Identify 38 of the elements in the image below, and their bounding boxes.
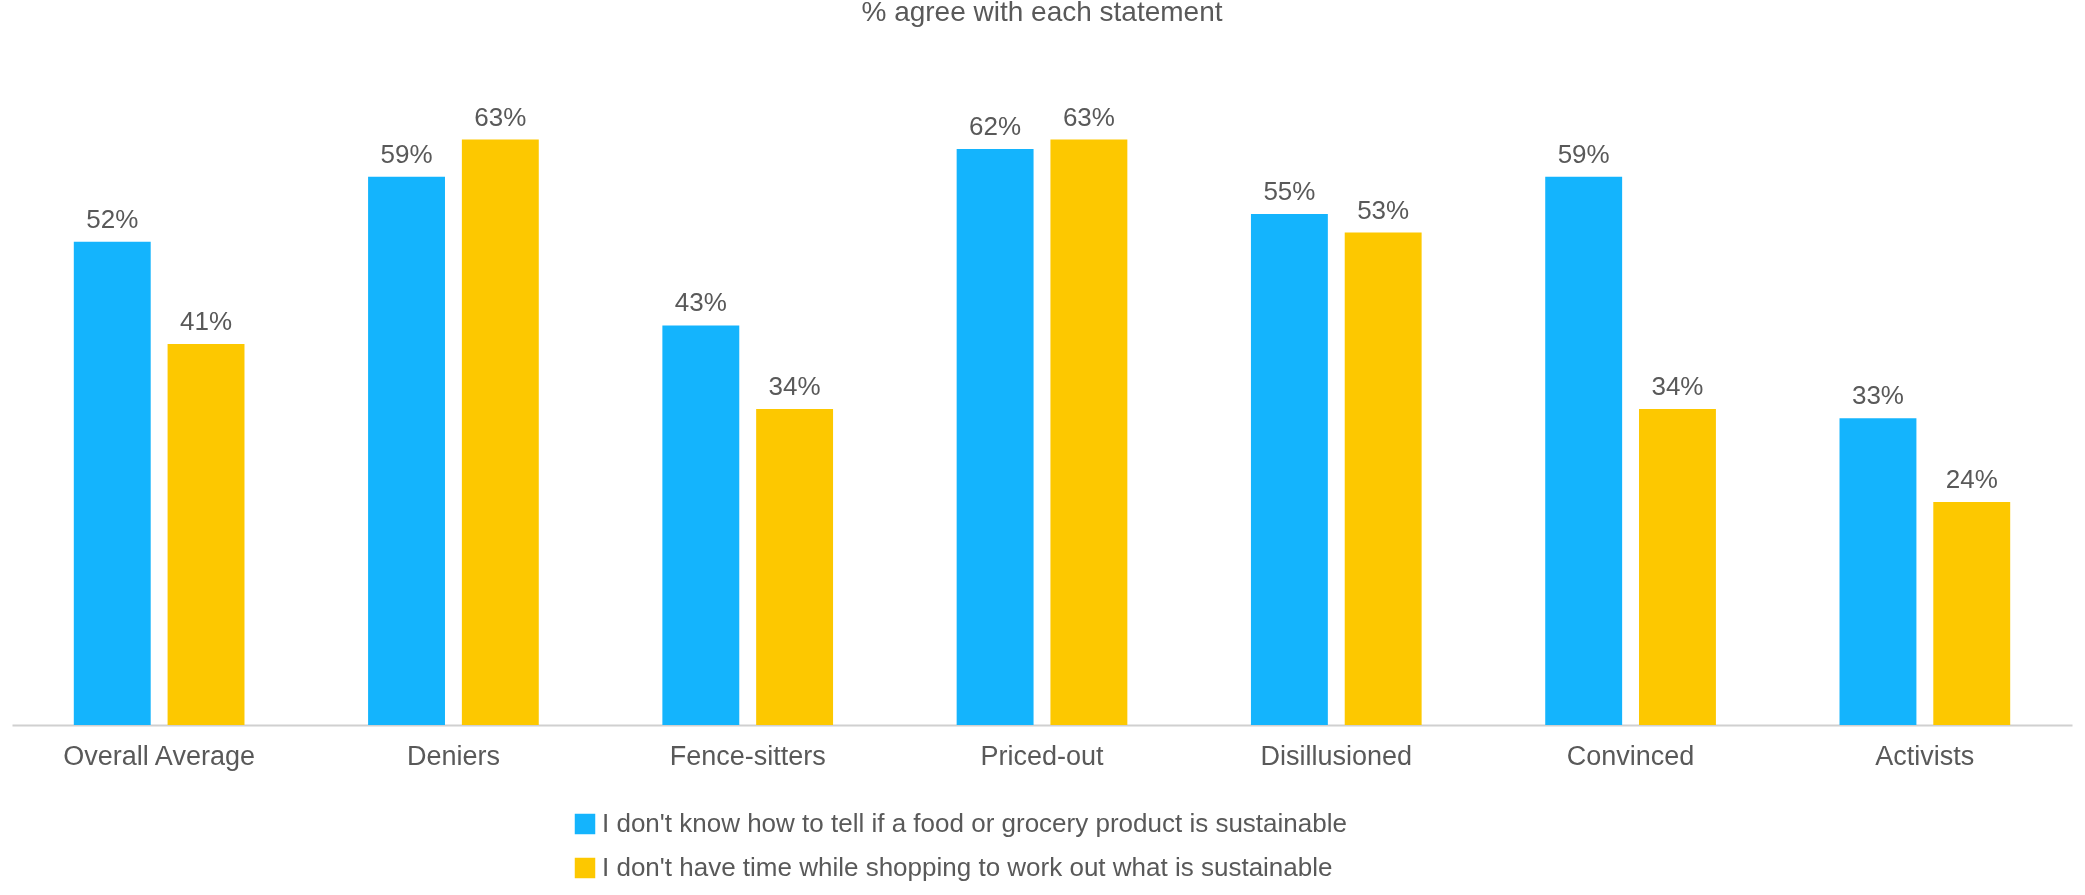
bar <box>662 325 740 725</box>
x-tick-label: Fence-sitters <box>669 740 826 771</box>
bar <box>73 241 151 725</box>
data-label: 59% <box>1557 138 1610 169</box>
data-label: 55% <box>1263 175 1316 206</box>
bar <box>1050 139 1128 725</box>
bar <box>461 139 539 725</box>
x-tick-label: Priced-out <box>980 740 1105 771</box>
chart-title: % agree with each statement <box>861 0 1223 27</box>
data-label: 62% <box>969 110 1022 141</box>
data-label: 63% <box>474 101 527 132</box>
bar <box>1545 176 1623 725</box>
data-label: 34% <box>1651 371 1704 402</box>
bar <box>1639 409 1716 725</box>
data-label: 41% <box>180 306 233 337</box>
data-label: 63% <box>1062 101 1115 132</box>
x-tick-label: Deniers <box>406 740 500 771</box>
data-label: 33% <box>1851 380 1904 411</box>
x-tick-label: Convinced <box>1566 740 1695 771</box>
data-label: 59% <box>380 138 433 169</box>
data-label: 43% <box>674 287 727 318</box>
bar <box>756 409 834 725</box>
bar <box>1344 232 1422 725</box>
data-label: 24% <box>1945 463 1998 494</box>
data-label: 53% <box>1357 194 1410 225</box>
data-label: 34% <box>768 371 821 402</box>
data-label: 52% <box>86 203 139 234</box>
legend-label: I don't have time while shopping to work out what is sustainable <box>602 852 1333 882</box>
bar <box>368 176 445 725</box>
x-tick-label: Overall Average <box>63 740 255 771</box>
bar <box>1839 418 1917 725</box>
bar <box>956 148 1034 725</box>
bar <box>167 344 245 725</box>
legend-label: I don't know how to tell if a food or grocery product is sustainable <box>602 808 1347 838</box>
x-tick-label: Disillusioned <box>1260 740 1413 771</box>
x-tick-label: Activists <box>1875 740 1975 771</box>
bar <box>1250 213 1328 725</box>
bar <box>1933 501 2011 725</box>
